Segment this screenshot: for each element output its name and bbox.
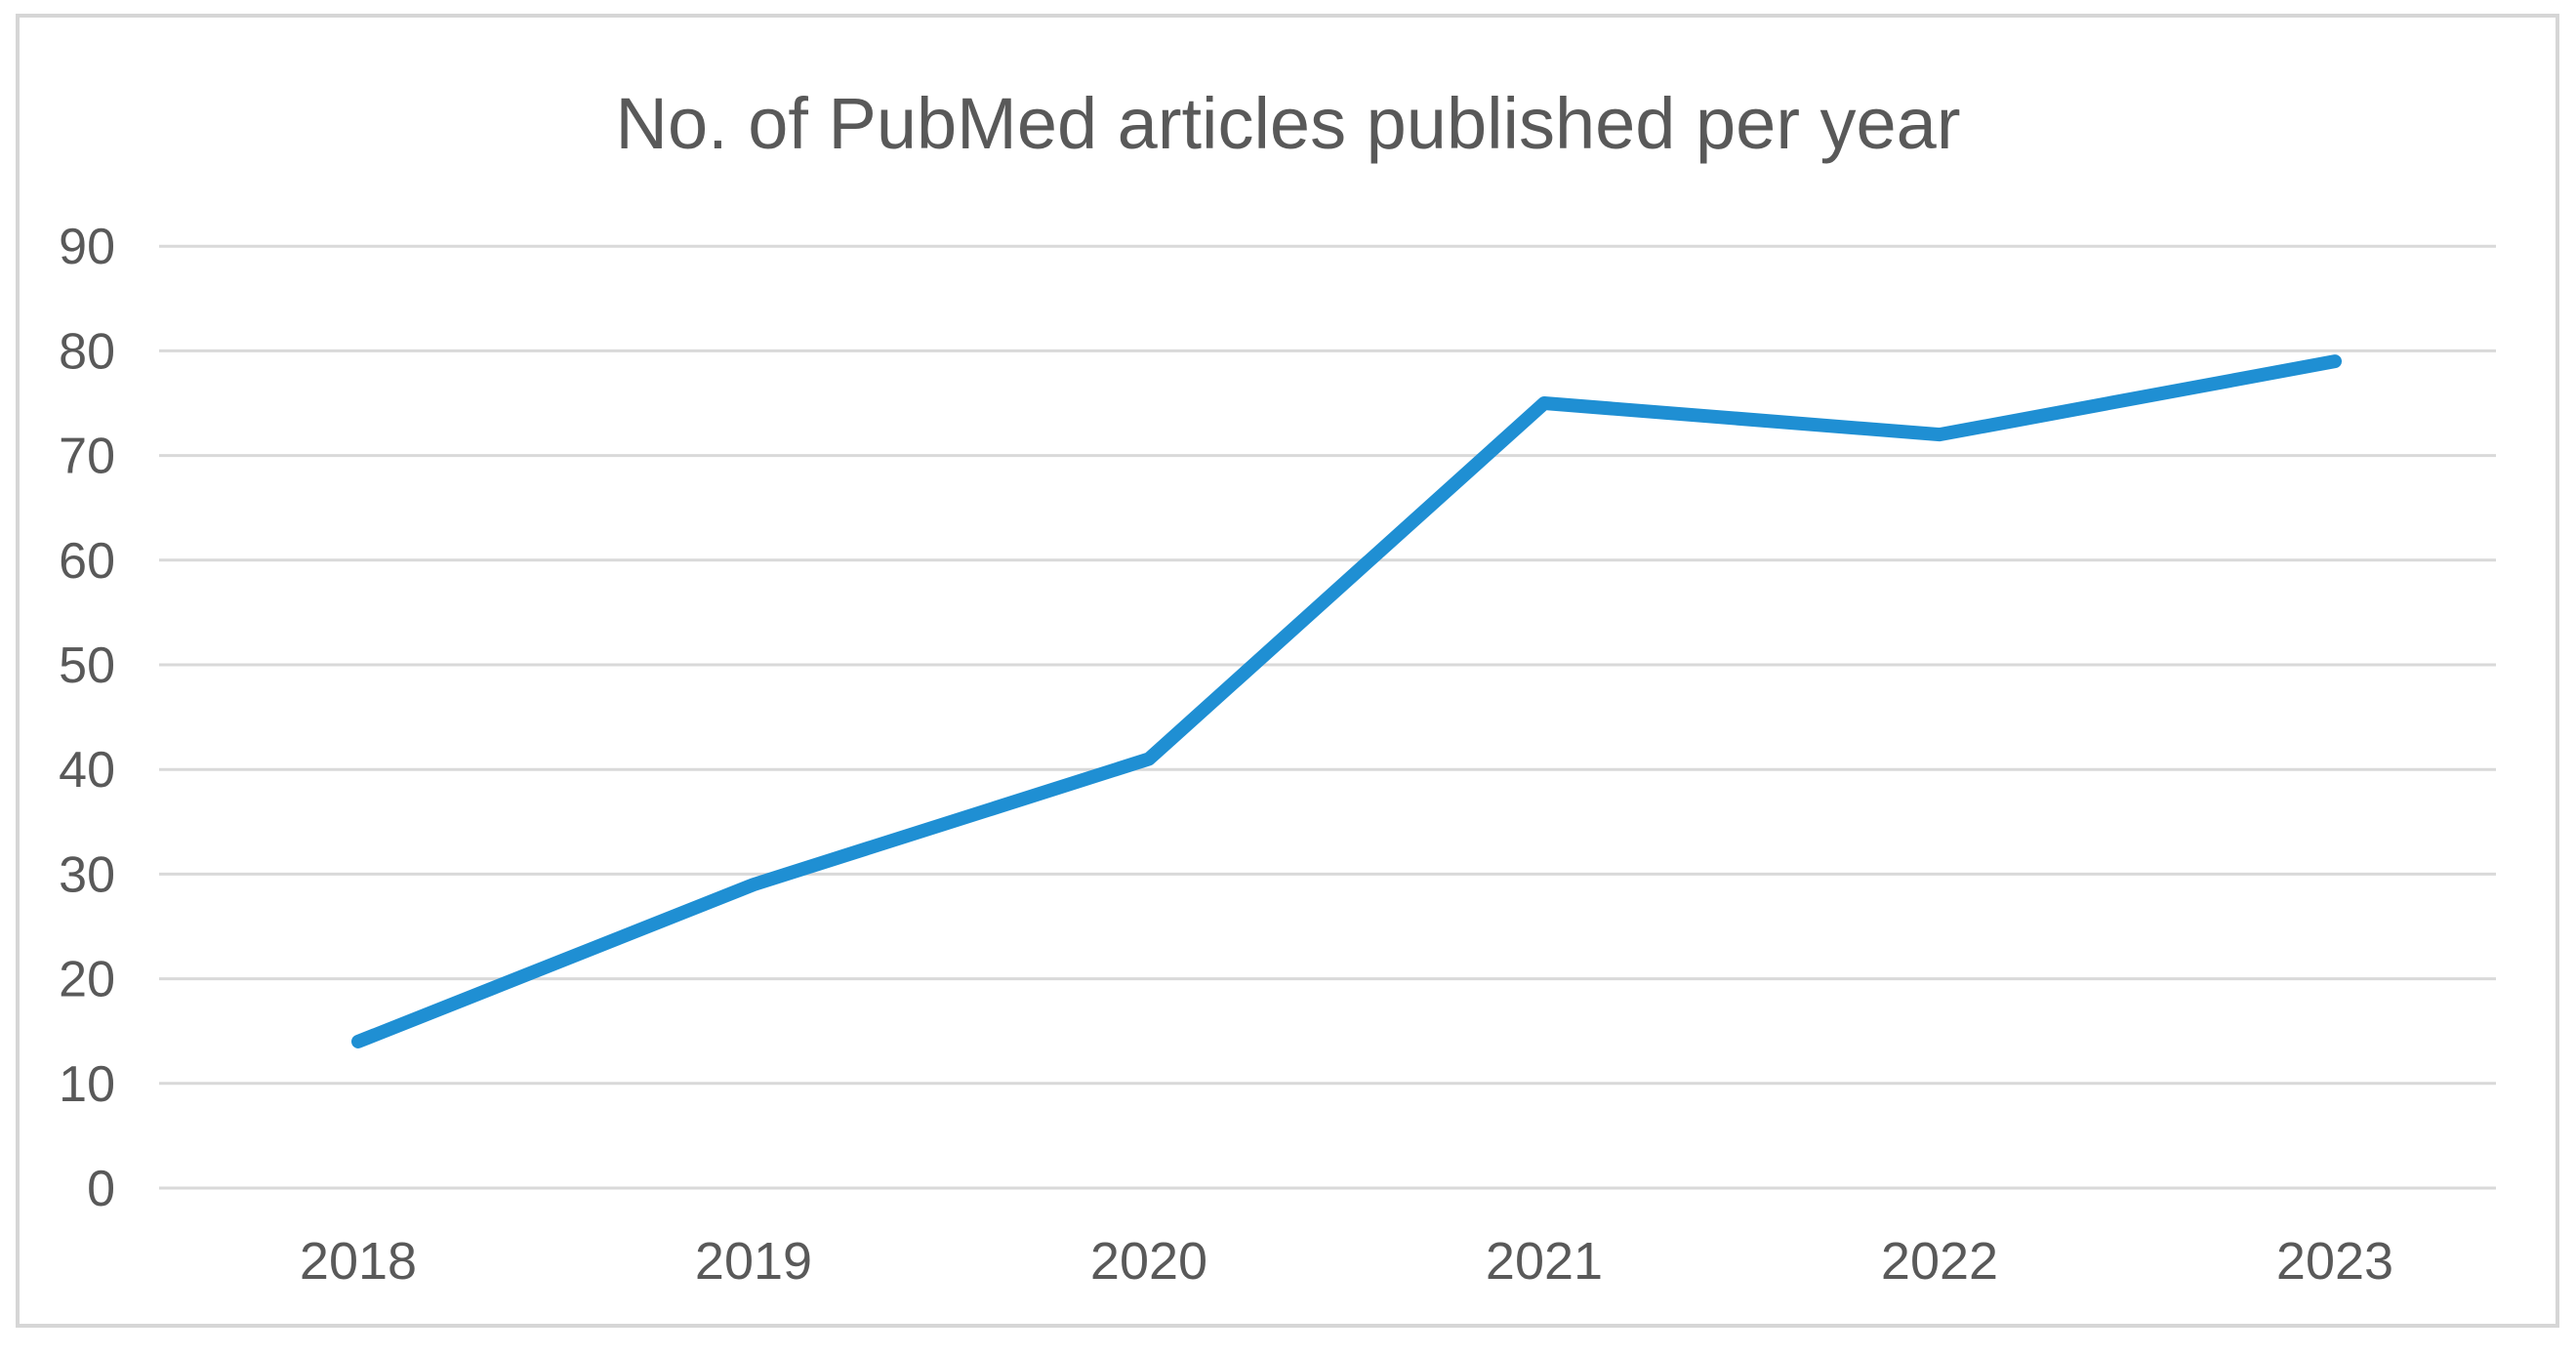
x-axis-tick-label: 2020 (1090, 1232, 1207, 1291)
y-axis-tick-label: 40 (59, 742, 115, 799)
y-axis-tick-label: 30 (59, 846, 115, 903)
x-axis-tick-label: 2023 (2276, 1232, 2393, 1291)
x-axis-labels-group: 2018 2019 2020 2021 2022 2023 (300, 1232, 2393, 1291)
y-axis-tick-label: 80 (59, 323, 115, 380)
x-axis-tick-label: 2018 (300, 1232, 417, 1291)
chart-border (16, 14, 2559, 1328)
x-axis-tick-label: 2022 (1881, 1232, 1998, 1291)
series-group (351, 354, 2342, 1048)
y-axis-tick-label: 50 (59, 637, 115, 694)
x-axis-tick-label: 2019 (695, 1232, 812, 1291)
y-axis-tick-label: 90 (59, 219, 115, 275)
y-axis-tick-label: 60 (59, 533, 115, 590)
y-axis-labels-group: 0 10 20 30 40 50 60 70 80 90 (59, 219, 115, 1217)
chart-title: No. of PubMed articles published per yea… (615, 83, 1961, 164)
y-axis-tick-label: 20 (59, 952, 115, 1008)
gridlines-group (159, 244, 2496, 1190)
y-axis-tick-label: 0 (87, 1161, 115, 1217)
y-axis-tick-label: 70 (59, 429, 115, 485)
y-axis-tick-label: 10 (59, 1056, 115, 1113)
data-series-line (351, 354, 2342, 1048)
x-axis-tick-label: 2021 (1486, 1232, 1603, 1291)
